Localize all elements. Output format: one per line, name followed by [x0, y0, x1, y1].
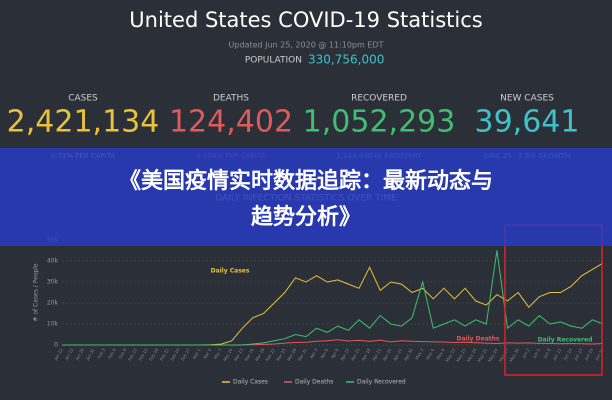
- x-tick-label: Feb 9: [118, 347, 128, 359]
- x-tick-label: Jun 17: [572, 347, 583, 362]
- banner: [0, 148, 612, 246]
- stat-value: 39,641: [475, 105, 580, 140]
- stat-value: 124,402: [169, 105, 293, 140]
- x-tick-label: Jan 28: [74, 347, 85, 362]
- x-tick-label: Apr 30: [403, 347, 414, 361]
- x-tick-label: Mar 13: [233, 347, 245, 362]
- x-tick-label: Jun 2: [521, 347, 531, 359]
- legend-label: Daily Recovered: [357, 379, 406, 386]
- x-tick-label: Jun 11: [551, 347, 562, 362]
- banner-line: 《美国疫情实时数据追踪：最新动态与: [119, 168, 493, 194]
- x-tick-label: Feb 6: [107, 347, 117, 359]
- x-tick-label: May 24: [487, 347, 499, 363]
- x-tick-label: Mar 28: [286, 347, 298, 362]
- y-tick-label: 20k: [47, 300, 59, 307]
- x-tick-label: May 15: [455, 347, 467, 363]
- x-tick-label: Apr 18: [360, 347, 371, 361]
- series-label: Daily Deaths: [457, 336, 500, 343]
- x-tick-label: Mar 19: [254, 347, 266, 362]
- x-tick-label: Jan 22: [53, 347, 64, 362]
- x-tick-label: May 21: [476, 347, 488, 363]
- x-tick-label: Jan 31: [84, 347, 95, 362]
- series-label: Daily Cases: [211, 268, 250, 275]
- x-tick-label: Mar 10: [222, 347, 234, 362]
- x-tick-label: Mar 31: [296, 347, 308, 362]
- chart: DAILY INFECTION STATISTICS OVER TIME# of…: [33, 194, 605, 386]
- x-tick-label: Feb 12: [127, 347, 138, 362]
- y-tick-label: 40k: [47, 258, 59, 265]
- x-tick-label: Jan 25: [63, 347, 74, 362]
- x-tick-label: Apr 6: [319, 347, 329, 359]
- x-tick-label: Feb 21: [159, 347, 170, 362]
- x-tick-label: Mar 22: [265, 347, 277, 362]
- x-tick-label: Apr 3: [309, 347, 319, 359]
- x-tick-label: Mar 25: [275, 347, 287, 362]
- y-axis-label: # of Cases / People: [33, 263, 40, 322]
- x-tick-label: May 3: [414, 347, 425, 360]
- x-tick-label: May 9: [435, 347, 446, 360]
- title: United States COVID-19 Statistics: [129, 8, 482, 32]
- x-tick-label: Apr 24: [382, 347, 393, 361]
- x-tick-label: May 18: [466, 347, 478, 363]
- x-tick-label: Apr 12: [339, 347, 350, 361]
- x-tick-label: Jun 14: [562, 347, 573, 362]
- x-tick-label: Apr 9: [330, 347, 340, 359]
- x-tick-label: Mar 16: [243, 347, 255, 362]
- x-tick-label: Feb 24: [169, 347, 180, 362]
- y-tick-label: 10k: [47, 321, 59, 328]
- x-tick-label: Apr 15: [350, 347, 361, 361]
- x-tick-label: Jun 23: [594, 347, 605, 362]
- x-tick-label: Apr 21: [371, 347, 382, 361]
- stat-label: RECOVERED: [351, 94, 407, 104]
- population: 330,756,000: [308, 53, 384, 67]
- x-tick-label: Feb 18: [148, 347, 159, 362]
- stat-label: NEW CASES: [500, 94, 554, 104]
- y-tick-label: 30k: [47, 279, 59, 286]
- stat-value: 1,052,293: [303, 105, 456, 140]
- y-tick-label: 0: [54, 342, 58, 349]
- x-tick-label: Mar 4: [202, 347, 212, 360]
- x-tick-label: Jun 20: [583, 347, 594, 362]
- x-tick-label: Mar 1: [192, 347, 202, 360]
- population-label: POPULATION: [245, 56, 302, 66]
- x-tick-label: Mar 7: [213, 347, 223, 360]
- x-tick-label: May 6: [425, 347, 436, 360]
- stat-value: 2,421,134: [7, 105, 160, 140]
- x-tick-label: Apr 27: [392, 347, 403, 361]
- updated: Updated Jun 25, 2020 @ 11:10pm EDT: [229, 41, 384, 50]
- series-label: Daily Recovered: [538, 337, 593, 344]
- stat-label: CASES: [68, 94, 98, 104]
- x-tick-label: Feb 3: [96, 347, 106, 359]
- legend-label: Daily Cases: [233, 379, 268, 386]
- legend-label: Daily Deaths: [295, 379, 333, 386]
- series-line: [62, 250, 604, 346]
- banner-line: 趋势分析》: [251, 204, 361, 230]
- x-tick-label: Feb 27: [180, 347, 191, 362]
- x-tick-label: May 12: [445, 347, 457, 363]
- stat-label: DEATHS: [213, 94, 249, 104]
- x-tick-label: Jun 8: [542, 347, 552, 359]
- x-tick-label: Jun 5: [531, 347, 541, 359]
- x-tick-label: May 30: [508, 347, 520, 363]
- x-tick-label: Feb 15: [138, 347, 149, 362]
- x-tick-label: May 27: [498, 347, 510, 363]
